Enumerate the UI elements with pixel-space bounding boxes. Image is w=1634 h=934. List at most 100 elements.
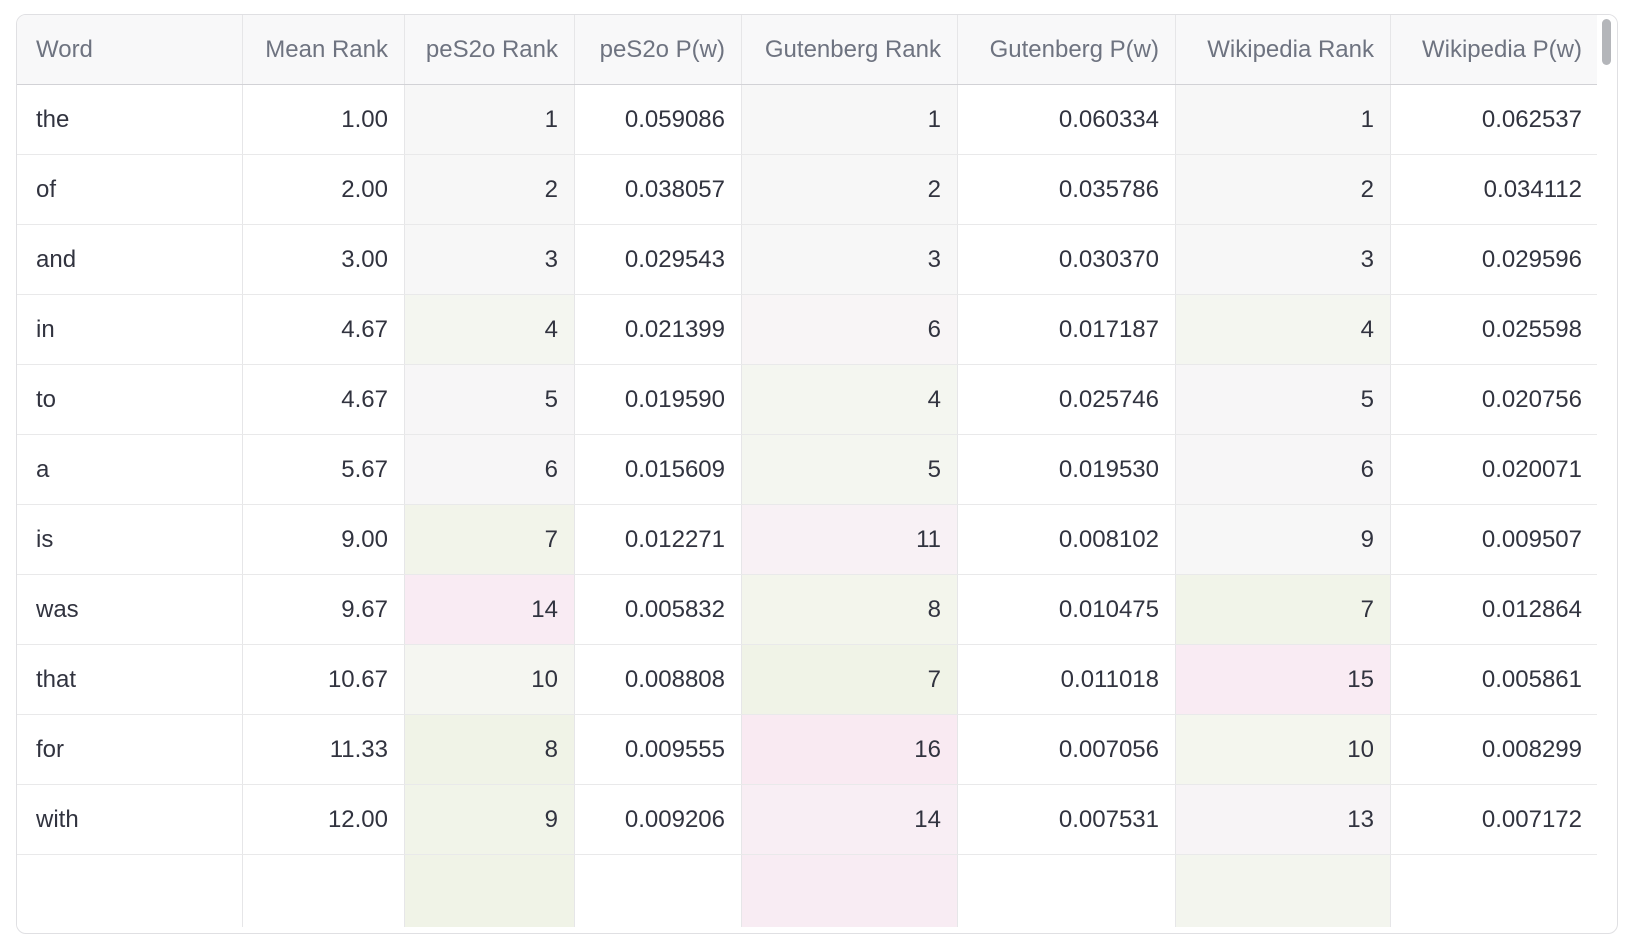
cell-word[interactable]: and <box>36 245 77 273</box>
cell-word[interactable]: of <box>36 175 57 203</box>
cell-gutenberg-pw[interactable]: 0.019530 <box>957 435 1175 504</box>
cell-gutenberg-rank[interactable]: 2 <box>741 155 957 224</box>
cell-wikipedia-rank[interactable]: 3 <box>1175 225 1390 294</box>
cell-wikipedia-pw[interactable]: 0.009507 <box>1390 505 1598 574</box>
cell-pes2o-rank[interactable]: 10 <box>404 645 574 714</box>
column-header-wikipedia-rank[interactable]: Wikipedia Rank <box>1175 15 1390 84</box>
cell-wikipedia-rank[interactable]: 7 <box>1175 575 1390 644</box>
column-header-pes2o-rank[interactable]: peS2o Rank <box>404 15 574 84</box>
cell-pes2o-pw[interactable]: 0.029543 <box>574 225 741 294</box>
cell-pes2o-pw[interactable]: 0.005832 <box>574 575 741 644</box>
cell-mean-rank[interactable]: 3.00 <box>242 225 404 294</box>
cell-wikipedia-rank[interactable] <box>1175 855 1390 927</box>
cell-wikipedia-pw[interactable]: 0.005861 <box>1390 645 1598 714</box>
cell-gutenberg-rank[interactable]: 7 <box>741 645 957 714</box>
cell-gutenberg-pw[interactable]: 0.060334 <box>957 85 1175 154</box>
cell-mean-rank[interactable]: 9.67 <box>242 575 404 644</box>
cell-mean-rank[interactable]: 12.00 <box>242 785 404 854</box>
cell-wikipedia-rank[interactable]: 4 <box>1175 295 1390 364</box>
cell-gutenberg-rank[interactable]: 6 <box>741 295 957 364</box>
cell-wikipedia-rank[interactable]: 15 <box>1175 645 1390 714</box>
cell-wikipedia-pw[interactable]: 0.020071 <box>1390 435 1598 504</box>
cell-wikipedia-rank[interactable]: 2 <box>1175 155 1390 224</box>
cell-gutenberg-pw[interactable]: 0.008102 <box>957 505 1175 574</box>
cell-word[interactable] <box>17 855 242 927</box>
cell-pes2o-rank[interactable]: 14 <box>404 575 574 644</box>
cell-pes2o-pw[interactable]: 0.038057 <box>574 155 741 224</box>
cell-gutenberg-rank[interactable] <box>741 855 957 927</box>
cell-pes2o-pw[interactable]: 0.008808 <box>574 645 741 714</box>
cell-mean-rank[interactable]: 5.67 <box>242 435 404 504</box>
cell-gutenberg-rank[interactable]: 3 <box>741 225 957 294</box>
cell-pes2o-rank[interactable]: 5 <box>404 365 574 434</box>
cell-wikipedia-pw[interactable]: 0.008299 <box>1390 715 1598 784</box>
cell-wikipedia-pw[interactable]: 0.007172 <box>1390 785 1598 854</box>
cell-wikipedia-pw[interactable] <box>1390 855 1598 927</box>
cell-gutenberg-pw[interactable]: 0.010475 <box>957 575 1175 644</box>
cell-wikipedia-pw[interactable]: 0.034112 <box>1390 155 1598 224</box>
cell-gutenberg-pw[interactable]: 0.025746 <box>957 365 1175 434</box>
cell-pes2o-rank[interactable]: 2 <box>404 155 574 224</box>
cell-pes2o-rank[interactable]: 6 <box>404 435 574 504</box>
cell-gutenberg-rank[interactable]: 16 <box>741 715 957 784</box>
cell-pes2o-pw[interactable]: 0.009206 <box>574 785 741 854</box>
cell-mean-rank[interactable]: 4.67 <box>242 295 404 364</box>
cell-word[interactable]: that <box>36 665 77 693</box>
cell-word[interactable]: a <box>36 455 50 483</box>
cell-gutenberg-pw[interactable]: 0.030370 <box>957 225 1175 294</box>
cell-pes2o-pw[interactable]: 0.015609 <box>574 435 741 504</box>
cell-pes2o-rank[interactable]: 9 <box>404 785 574 854</box>
cell-gutenberg-pw[interactable]: 0.017187 <box>957 295 1175 364</box>
cell-pes2o-rank[interactable]: 4 <box>404 295 574 364</box>
cell-wikipedia-pw[interactable]: 0.020756 <box>1390 365 1598 434</box>
cell-wikipedia-pw[interactable]: 0.025598 <box>1390 295 1598 364</box>
scrollbar-thumb[interactable] <box>1602 19 1611 65</box>
cell-word[interactable]: for <box>36 735 65 763</box>
cell-gutenberg-pw[interactable]: 0.007056 <box>957 715 1175 784</box>
cell-wikipedia-rank[interactable]: 9 <box>1175 505 1390 574</box>
cell-pes2o-pw[interactable]: 0.021399 <box>574 295 741 364</box>
cell-wikipedia-rank[interactable]: 1 <box>1175 85 1390 154</box>
column-header-wikipedia-pw[interactable]: Wikipedia P(w) <box>1390 15 1598 84</box>
cell-word[interactable]: with <box>36 805 79 833</box>
cell-gutenberg-rank[interactable]: 14 <box>741 785 957 854</box>
cell-wikipedia-rank[interactable]: 6 <box>1175 435 1390 504</box>
cell-word[interactable]: to <box>36 385 57 413</box>
cell-wikipedia-rank[interactable]: 13 <box>1175 785 1390 854</box>
cell-pes2o-pw[interactable]: 0.012271 <box>574 505 741 574</box>
vertical-scrollbar[interactable] <box>1597 15 1617 861</box>
cell-mean-rank[interactable] <box>242 855 404 927</box>
cell-word[interactable]: the <box>36 105 70 133</box>
cell-mean-rank[interactable]: 4.67 <box>242 365 404 434</box>
cell-wikipedia-pw[interactable]: 0.012864 <box>1390 575 1598 644</box>
column-header-mean-rank[interactable]: Mean Rank <box>242 15 404 84</box>
cell-pes2o-rank[interactable]: 8 <box>404 715 574 784</box>
cell-word[interactable]: is <box>36 525 54 553</box>
cell-pes2o-pw[interactable]: 0.019590 <box>574 365 741 434</box>
cell-word[interactable]: in <box>36 315 55 343</box>
cell-gutenberg-pw[interactable] <box>957 855 1175 927</box>
cell-wikipedia-pw[interactable]: 0.029596 <box>1390 225 1598 294</box>
cell-mean-rank[interactable]: 10.67 <box>242 645 404 714</box>
cell-wikipedia-pw[interactable]: 0.062537 <box>1390 85 1598 154</box>
cell-word[interactable]: was <box>36 595 79 623</box>
cell-mean-rank[interactable]: 11.33 <box>242 715 404 784</box>
cell-gutenberg-rank[interactable]: 8 <box>741 575 957 644</box>
cell-gutenberg-pw[interactable]: 0.011018 <box>957 645 1175 714</box>
cell-mean-rank[interactable]: 1.00 <box>242 85 404 154</box>
cell-pes2o-rank[interactable]: 1 <box>404 85 574 154</box>
column-header-gutenberg-rank[interactable]: Gutenberg Rank <box>741 15 957 84</box>
cell-pes2o-rank[interactable]: 7 <box>404 505 574 574</box>
cell-gutenberg-rank[interactable]: 4 <box>741 365 957 434</box>
cell-pes2o-pw[interactable]: 0.059086 <box>574 85 741 154</box>
cell-pes2o-pw[interactable] <box>574 855 741 927</box>
cell-wikipedia-rank[interactable]: 10 <box>1175 715 1390 784</box>
cell-gutenberg-rank[interactable]: 5 <box>741 435 957 504</box>
cell-gutenberg-pw[interactable]: 0.007531 <box>957 785 1175 854</box>
cell-pes2o-rank[interactable] <box>404 855 574 927</box>
column-header-pes2o-pw[interactable]: peS2o P(w) <box>574 15 741 84</box>
cell-mean-rank[interactable]: 2.00 <box>242 155 404 224</box>
cell-wikipedia-rank[interactable]: 5 <box>1175 365 1390 434</box>
column-header-word[interactable]: Word <box>17 15 242 84</box>
cell-pes2o-rank[interactable]: 3 <box>404 225 574 294</box>
